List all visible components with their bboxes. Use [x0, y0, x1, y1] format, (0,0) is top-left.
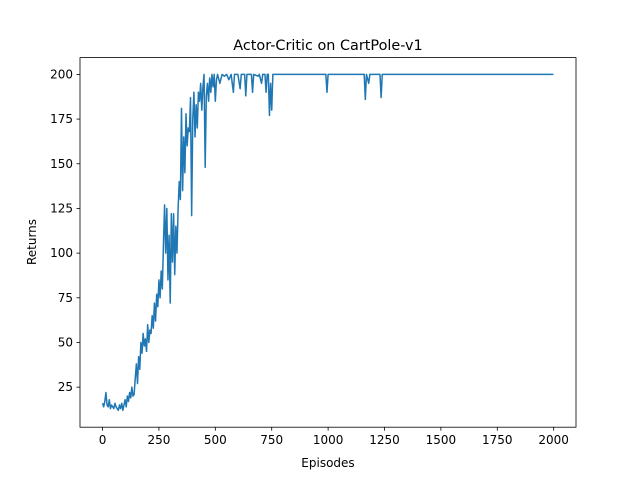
- y-tick-label: 100: [50, 246, 73, 260]
- y-tick-label: 150: [50, 157, 73, 171]
- x-tick-label: 500: [204, 433, 227, 447]
- y-tick-label: 75: [58, 291, 73, 305]
- x-tick-label: 1250: [369, 433, 400, 447]
- x-tick-label: 2000: [538, 433, 569, 447]
- x-tick-label: 1000: [313, 433, 344, 447]
- line-series: [101, 73, 554, 412]
- x-tick-label: 0: [99, 433, 107, 447]
- y-axis-label: Returns: [25, 219, 39, 265]
- y-tick-label: 200: [50, 67, 73, 81]
- chart-title: Actor-Critic on CartPole-v1: [233, 38, 422, 54]
- x-tick-label: 750: [260, 433, 283, 447]
- y-tick-label: 125: [50, 201, 73, 215]
- x-tick-label: 1500: [426, 433, 457, 447]
- x-axis-label: Episodes: [301, 456, 354, 470]
- x-tick-label: 250: [147, 433, 170, 447]
- y-tick-label: 25: [58, 380, 73, 394]
- axes-frame: [79, 57, 577, 428]
- y-tick-label: 50: [58, 335, 73, 349]
- plot-area: 0 250 500 750 1000 1250 1500 1750 2000 25 50 75 100 1…: [50, 67, 569, 447]
- x-tick-label: 1750: [482, 433, 513, 447]
- y-tick-label: 175: [50, 112, 73, 126]
